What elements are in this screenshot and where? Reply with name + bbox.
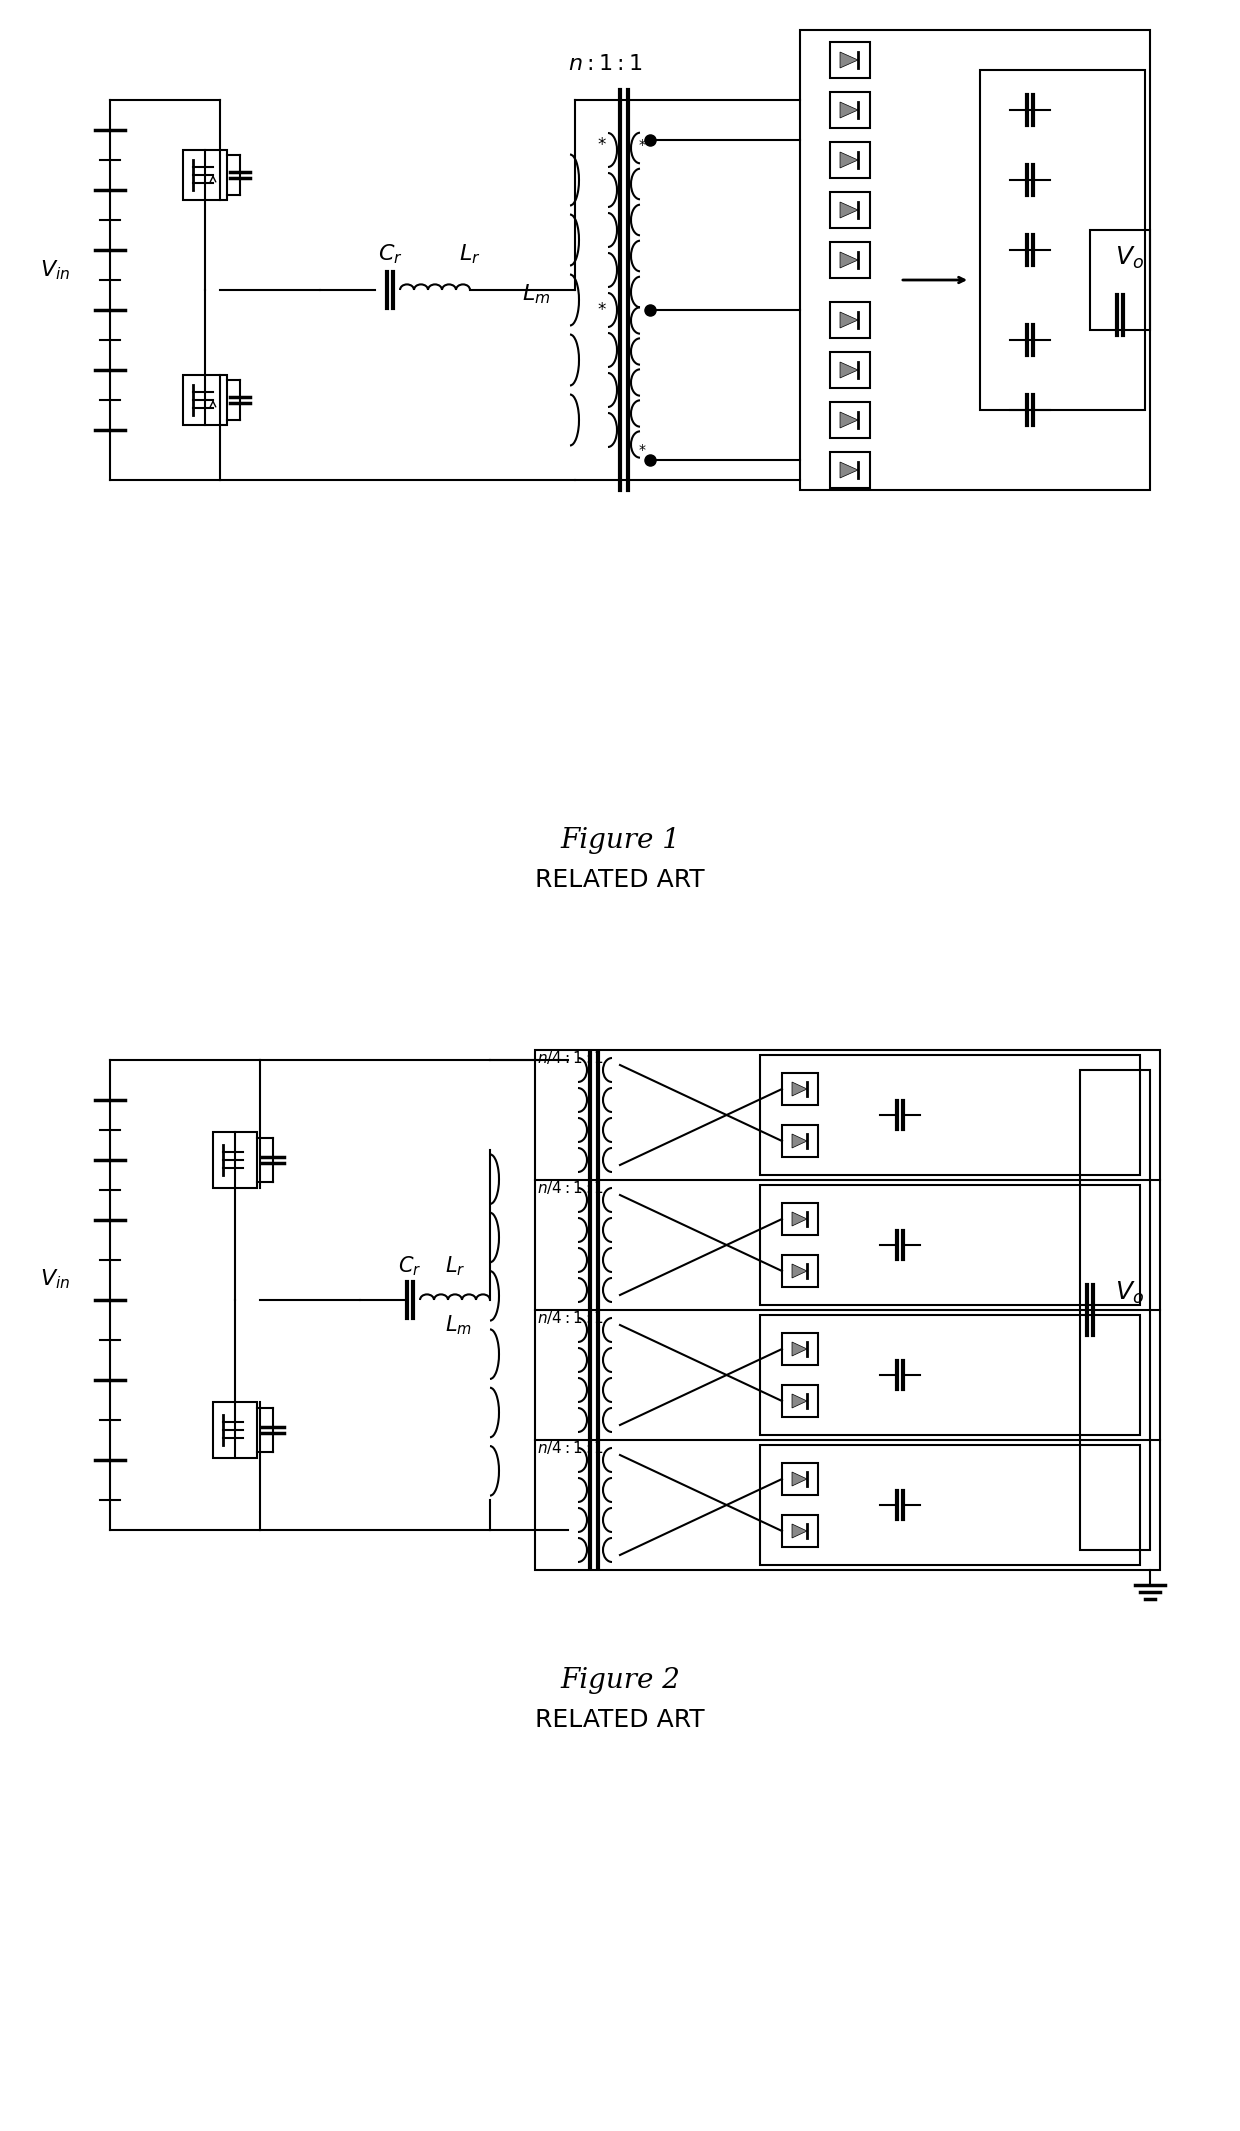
Bar [213, 1402, 257, 1458]
Bar [760, 1055, 1140, 1174]
Bar [1080, 1070, 1149, 1549]
Text: $n/4:1:1$: $n/4:1:1$ [537, 1178, 604, 1195]
Bar [830, 92, 870, 128]
Bar [1090, 230, 1149, 330]
Text: $L_m$: $L_m$ [522, 281, 551, 305]
Polygon shape [839, 362, 858, 377]
Bar [184, 149, 227, 200]
Bar [184, 375, 227, 424]
Bar [830, 352, 870, 388]
Text: *: * [598, 136, 606, 153]
Polygon shape [839, 462, 858, 477]
Bar [760, 1315, 1140, 1434]
Bar [782, 1125, 818, 1157]
Text: $n/4:1:1$: $n/4:1:1$ [537, 1441, 604, 1455]
Polygon shape [792, 1394, 807, 1409]
Text: *: * [639, 139, 646, 151]
Bar [213, 1132, 257, 1187]
Bar [760, 1185, 1140, 1304]
Polygon shape [839, 51, 858, 68]
Polygon shape [792, 1264, 807, 1279]
Polygon shape [792, 1473, 807, 1485]
Text: $C_r$: $C_r$ [378, 243, 402, 266]
Text: $V_{in}$: $V_{in}$ [40, 1268, 71, 1291]
Polygon shape [839, 102, 858, 117]
Bar [782, 1255, 818, 1287]
Text: *: * [598, 300, 606, 320]
Text: $n/4:1:1$: $n/4:1:1$ [537, 1048, 604, 1066]
Polygon shape [839, 202, 858, 217]
Bar [830, 192, 870, 228]
Text: *: * [639, 443, 646, 456]
Text: $V_o$: $V_o$ [1116, 245, 1145, 271]
Bar [830, 43, 870, 79]
Bar [830, 452, 870, 488]
Polygon shape [792, 1524, 807, 1539]
Bar [782, 1334, 818, 1366]
Text: $n:1:1$: $n:1:1$ [568, 53, 642, 75]
Text: $C_r$: $C_r$ [398, 1253, 422, 1279]
Bar [534, 1051, 1159, 1571]
Bar [830, 303, 870, 339]
Text: RELATED ART: RELATED ART [536, 1709, 704, 1733]
Polygon shape [839, 411, 858, 428]
Bar [830, 143, 870, 179]
Text: $L_m$: $L_m$ [445, 1313, 472, 1336]
Polygon shape [839, 151, 858, 168]
Polygon shape [792, 1083, 807, 1095]
Polygon shape [792, 1134, 807, 1149]
Text: $V_o$: $V_o$ [1116, 1281, 1145, 1306]
Bar [760, 1445, 1140, 1564]
Text: $L_r$: $L_r$ [459, 243, 481, 266]
Bar [782, 1385, 818, 1417]
Bar [782, 1464, 818, 1496]
Polygon shape [792, 1343, 807, 1355]
Text: Figure 2: Figure 2 [560, 1666, 680, 1694]
Text: Figure 1: Figure 1 [560, 827, 680, 855]
Bar [782, 1074, 818, 1106]
Polygon shape [839, 311, 858, 328]
Text: RELATED ART: RELATED ART [536, 867, 704, 893]
Bar [782, 1204, 818, 1236]
Polygon shape [792, 1213, 807, 1225]
Polygon shape [839, 251, 858, 269]
Bar [782, 1515, 818, 1547]
Text: $n/4:1:1$: $n/4:1:1$ [537, 1311, 604, 1325]
Bar [830, 403, 870, 439]
Bar [800, 30, 1149, 490]
Text: $V_{in}$: $V_{in}$ [40, 258, 71, 281]
Bar [980, 70, 1145, 409]
Bar [830, 243, 870, 277]
Text: $L_r$: $L_r$ [445, 1253, 465, 1279]
